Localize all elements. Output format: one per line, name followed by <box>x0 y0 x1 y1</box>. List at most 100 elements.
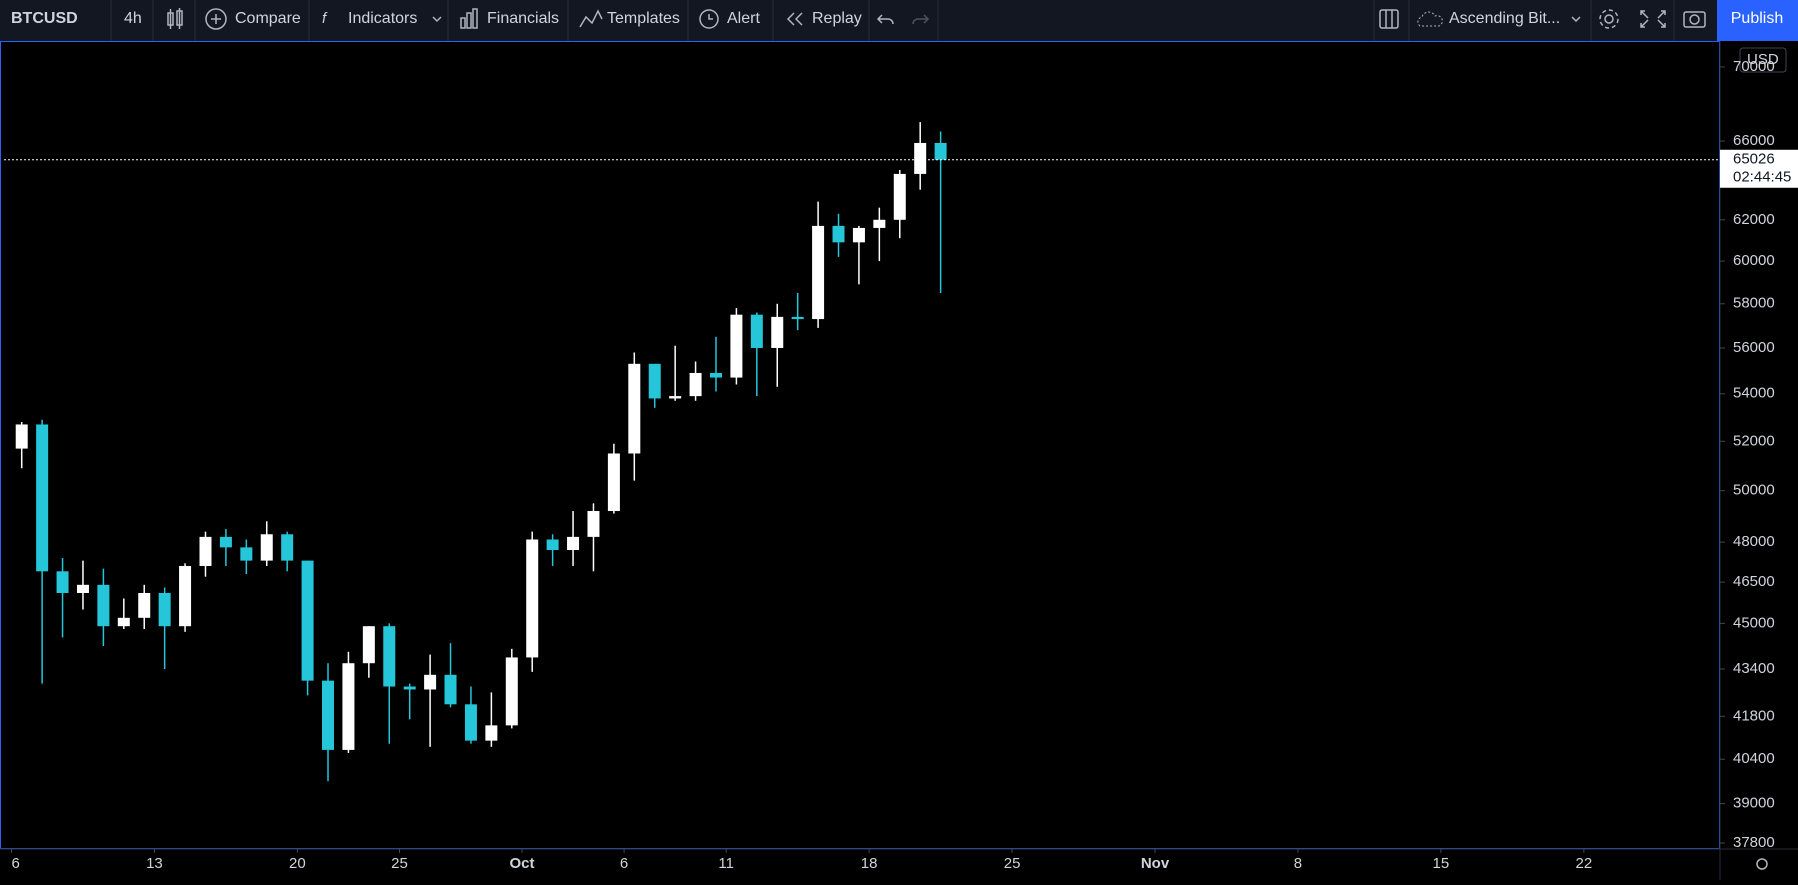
usd-button[interactable]: USD <box>1739 47 1787 73</box>
candle-body <box>240 547 253 561</box>
x-tick-label: 6 <box>12 855 20 872</box>
candle-body <box>771 316 784 348</box>
last-price-box <box>1720 149 1798 188</box>
indicators-icon[interactable]: f <box>322 10 328 27</box>
countdown: 02:44:45 <box>1733 169 1791 186</box>
y-tick-label: 70000 <box>1733 58 1775 75</box>
fullscreen-icon[interactable] <box>1640 10 1666 28</box>
templates[interactable]: Templates <box>607 10 680 27</box>
financials-icon[interactable] <box>460 8 478 29</box>
x-tick-label: 8 <box>1294 855 1302 872</box>
y-tick-label: 60000 <box>1733 252 1775 269</box>
compare-icon[interactable] <box>205 8 227 30</box>
toolbar <box>0 0 1798 41</box>
candle-body <box>893 173 906 220</box>
candle-body <box>526 539 539 658</box>
candle-body <box>219 536 232 548</box>
candle-body <box>607 453 620 512</box>
candle-body <box>403 686 416 690</box>
candle-body <box>179 565 192 627</box>
candle-body <box>97 584 110 627</box>
compare[interactable]: Compare <box>235 10 301 27</box>
candle-body <box>587 511 600 537</box>
replay-icon[interactable] <box>786 12 803 26</box>
y-tick-label: 58000 <box>1733 295 1775 312</box>
y-tick-label: 40400 <box>1733 750 1775 767</box>
x-tick-label: Oct <box>509 855 534 872</box>
candle-body <box>342 663 355 750</box>
candle-body <box>464 704 477 741</box>
candle-body <box>873 219 886 228</box>
plot <box>4 122 1720 782</box>
x-tick-label: 25 <box>391 855 408 872</box>
candle-body <box>15 424 28 449</box>
replay[interactable]: Replay <box>812 10 862 27</box>
y-tick-label: 46500 <box>1733 573 1775 590</box>
candle-body <box>567 536 580 551</box>
y-tick-label: 52000 <box>1733 432 1775 449</box>
candle-body <box>812 225 825 320</box>
symbol[interactable]: BTCUSD <box>11 10 78 27</box>
chevron[interactable] <box>1571 16 1581 23</box>
y-tick-label: 43400 <box>1733 660 1775 677</box>
financials[interactable]: Financials <box>487 10 559 27</box>
layout-name[interactable]: Ascending Bit... <box>1449 10 1560 27</box>
candle-body <box>36 424 49 572</box>
alert[interactable]: Alert <box>727 10 760 27</box>
candle-body <box>914 142 927 174</box>
y-tick-label: 62000 <box>1733 211 1775 228</box>
toolbar-items: BTCUSD 4h Compare f Indicators Financial… <box>11 0 1798 41</box>
candle-body <box>730 314 743 378</box>
indicators[interactable]: Indicators <box>348 10 417 27</box>
publish-button[interactable] <box>1717 0 1798 41</box>
x-tick-label: 6 <box>620 855 628 872</box>
candle-body <box>383 626 396 687</box>
chart-pane <box>0 41 1720 849</box>
x-tick-label: 11 <box>718 855 734 872</box>
snapshot-icon[interactable] <box>1683 11 1706 28</box>
interval[interactable]: 4h <box>124 10 142 27</box>
alert-icon[interactable] <box>699 9 719 29</box>
currency[interactable]: USD <box>1747 51 1779 68</box>
chart-type-icon[interactable] <box>167 8 183 29</box>
candle-body <box>852 227 865 243</box>
candle-body <box>424 674 437 690</box>
candle-body <box>689 372 702 397</box>
candle-body <box>281 534 294 561</box>
candle-body <box>76 584 89 593</box>
chevron[interactable] <box>432 16 442 23</box>
candle-body <box>669 396 682 399</box>
candle-body <box>709 372 722 378</box>
candle-body <box>485 725 498 741</box>
candle-body <box>322 680 335 750</box>
candle-body <box>934 142 947 160</box>
candle-body <box>158 592 171 627</box>
redo[interactable] <box>912 14 930 25</box>
undo[interactable] <box>876 14 894 25</box>
candle-body <box>791 316 804 320</box>
candle-body <box>138 592 151 618</box>
axis-settings-icon[interactable] <box>1756 858 1768 870</box>
y-tick-label: 37800 <box>1733 834 1775 851</box>
candle-body <box>444 674 457 705</box>
publish[interactable]: Publish <box>1731 10 1783 27</box>
y-tick-label: 41800 <box>1733 707 1775 724</box>
templates-icon[interactable] <box>579 9 603 28</box>
last-price-label: 65026 <box>1733 151 1775 168</box>
y-tick-label: 48000 <box>1733 533 1775 550</box>
x-tick-label: 20 <box>289 855 306 872</box>
x-tick-label: 13 <box>146 855 163 872</box>
settings-icon[interactable] <box>1599 9 1619 29</box>
x-tick-label: 15 <box>1433 855 1450 872</box>
y-tick-label: 56000 <box>1733 339 1775 356</box>
candle-body <box>546 539 559 551</box>
candle-body <box>260 534 273 561</box>
y-tick-label: 39000 <box>1733 795 1775 812</box>
candle-body <box>648 363 661 399</box>
layout-icon[interactable] <box>1379 9 1399 29</box>
x-tick-label: 25 <box>1004 855 1021 872</box>
candle-body <box>301 560 314 681</box>
x-tick-label: 22 <box>1575 855 1592 872</box>
candle-body <box>199 536 212 566</box>
y-tick-label: 50000 <box>1733 482 1775 499</box>
